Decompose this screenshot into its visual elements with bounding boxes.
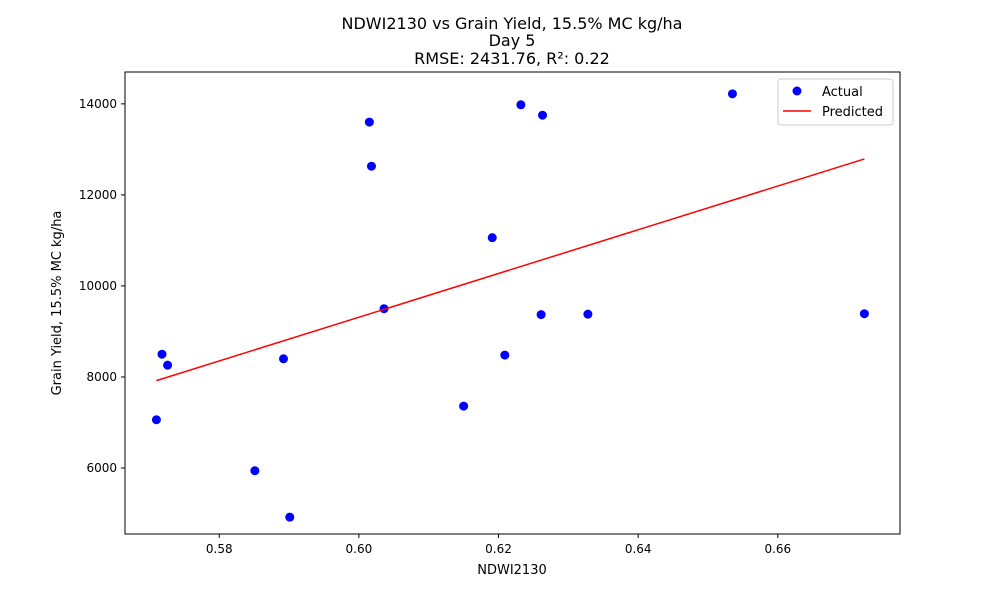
x-tick-label: 0.66 xyxy=(764,542,791,556)
predicted-line xyxy=(156,158,865,382)
y-axis-label: Grain Yield, 15.5% MC kg/ha xyxy=(50,211,65,396)
legend-actual-label: Actual xyxy=(822,85,863,100)
chart-title-line-1: NDWI2130 vs Grain Yield, 15.5% MC kg/ha xyxy=(342,14,683,33)
series-layer xyxy=(151,89,869,522)
plot-frame xyxy=(124,71,901,535)
actual-point xyxy=(278,354,288,364)
actual-point xyxy=(157,349,167,359)
actual-point xyxy=(364,117,374,127)
actual-point xyxy=(487,233,497,243)
y-tick-label: 12000 xyxy=(79,188,117,202)
actual-point xyxy=(163,360,173,370)
actual-point xyxy=(536,310,546,320)
x-tick-label: 0.60 xyxy=(346,542,373,556)
actual-point xyxy=(727,89,737,99)
actual-point xyxy=(538,110,548,120)
actual-point xyxy=(250,466,260,476)
actual-point xyxy=(583,309,593,319)
y-tick-label: 8000 xyxy=(86,370,117,384)
chart-title-line-3: RMSE: 2431.76, R²: 0.22 xyxy=(414,49,610,68)
actual-point xyxy=(859,309,869,319)
legend: Actual Predicted xyxy=(777,78,894,126)
legend-predicted-label: Predicted xyxy=(822,105,883,120)
actual-point xyxy=(366,161,376,171)
y-tick-label: 14000 xyxy=(79,97,117,111)
x-tick-label: 0.64 xyxy=(625,542,652,556)
x-tick-label: 0.58 xyxy=(206,542,233,556)
actual-point xyxy=(151,415,161,425)
actual-point xyxy=(285,512,295,522)
actual-point xyxy=(516,100,526,110)
chart-title-line-2: Day 5 xyxy=(489,31,536,50)
y-tick-label: 10000 xyxy=(79,279,117,293)
x-tick-label: 0.62 xyxy=(485,542,512,556)
x-axis-label: NDWI2130 xyxy=(477,563,547,578)
actual-point xyxy=(459,401,469,411)
actual-point xyxy=(500,350,510,360)
legend-box xyxy=(777,78,894,126)
y-tick-label: 6000 xyxy=(86,461,117,475)
ticks-layer: 0.58 0.60 0.62 0.64 0.66 6000 8000 10000 12000 14… xyxy=(79,97,791,556)
legend-actual-marker xyxy=(792,86,802,96)
